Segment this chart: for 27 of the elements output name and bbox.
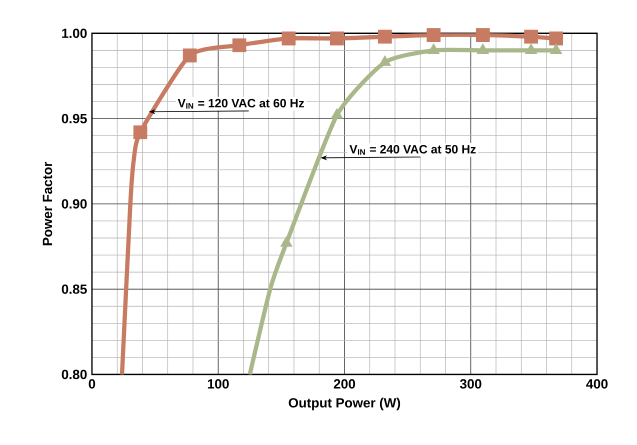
point bbox=[476, 28, 490, 42]
annotation: V$_{IN}$ = 240 VAC at 50 Hz bbox=[350, 144, 476, 155]
point bbox=[330, 31, 344, 46]
x-tick-label: 400 bbox=[586, 379, 608, 389]
point bbox=[133, 125, 148, 140]
x-tick-label: 200 bbox=[334, 379, 356, 389]
x-axis-title: Output Power (W) bbox=[288, 398, 400, 410]
point bbox=[232, 38, 246, 52]
point bbox=[378, 30, 392, 44]
x-tick-label: 0 bbox=[88, 379, 96, 389]
annotation: V$_{IN}$ = 120 VAC at 60 Hz bbox=[178, 98, 304, 109]
point bbox=[282, 31, 296, 46]
point bbox=[330, 108, 343, 119]
y-axis-title: Power Factor bbox=[42, 162, 52, 246]
y-tick-label: 0.85 bbox=[62, 284, 87, 294]
point bbox=[280, 236, 292, 247]
point bbox=[426, 28, 441, 42]
y-tick-label: 1.00 bbox=[62, 28, 87, 38]
x-tick-label: 300 bbox=[460, 379, 482, 389]
x-tick-label: 100 bbox=[208, 379, 229, 389]
point bbox=[182, 48, 197, 62]
point bbox=[549, 31, 564, 46]
point bbox=[524, 30, 538, 44]
y-tick-label: 0.95 bbox=[62, 114, 87, 124]
point bbox=[378, 55, 391, 66]
y-tick-label: 0.90 bbox=[62, 199, 87, 209]
y-tick-label: 0.80 bbox=[62, 370, 87, 380]
